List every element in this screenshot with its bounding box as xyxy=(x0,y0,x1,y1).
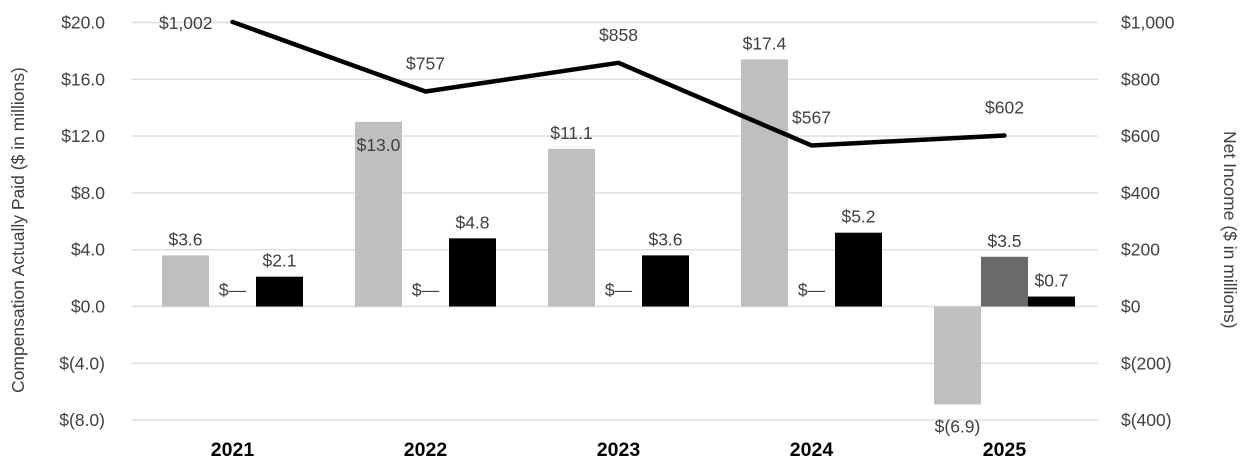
bar-series-dark-gray-label: $— xyxy=(605,280,633,300)
bar-series-dark-gray-label: $3.5 xyxy=(987,231,1021,251)
left-tick-label: $8.0 xyxy=(71,183,105,203)
line-label: $567 xyxy=(792,107,831,127)
line-label: $757 xyxy=(406,54,445,74)
right-tick-label: $600 xyxy=(1121,126,1160,146)
right-tick-label: $(200) xyxy=(1121,353,1172,373)
right-tick-label: $400 xyxy=(1121,183,1160,203)
bar-series-black-label: $0.7 xyxy=(1034,271,1068,291)
bar-series-black-bar xyxy=(1028,296,1075,307)
bar-series-black-label: $3.6 xyxy=(648,229,682,249)
left-tick-label: $20.0 xyxy=(61,13,105,33)
left-tick-label: $12.0 xyxy=(61,126,105,146)
bar-series-light-gray-label: $17.4 xyxy=(743,33,787,53)
bar-series-light-gray-label: $11.1 xyxy=(550,123,593,143)
bar-series-dark-gray-label: $— xyxy=(412,280,440,300)
year-label: 2023 xyxy=(597,439,641,460)
bar-series-black-bar xyxy=(256,276,303,307)
year-label: 2022 xyxy=(404,439,448,460)
left-tick-label: $0.0 xyxy=(71,297,105,317)
bar-series-light-gray-bar xyxy=(162,255,209,307)
line-label: $858 xyxy=(599,25,638,45)
bar-series-light-gray-label: $(6.9) xyxy=(935,416,981,436)
bar-series-dark-gray-label: $— xyxy=(219,280,247,300)
right-tick-label: $0 xyxy=(1121,297,1141,317)
right-tick-label: $200 xyxy=(1121,240,1160,260)
bar-series-black-bar xyxy=(642,255,689,307)
bar-series-light-gray-bar xyxy=(548,148,595,307)
left-tick-label: $(4.0) xyxy=(59,353,105,373)
net-income-line xyxy=(230,19,1007,148)
line-label: $602 xyxy=(985,98,1024,118)
left-tick-label: $16.0 xyxy=(61,69,105,89)
bar-series-light-gray-bar xyxy=(355,121,402,307)
bar-series-black-label: $4.8 xyxy=(455,212,489,232)
right-tick-label: $1,000 xyxy=(1121,13,1175,33)
right-axis-title: Net Income ($ in millions) xyxy=(1220,131,1240,329)
bar-series-black-label: $2.1 xyxy=(262,251,296,271)
right-tick-label: $(400) xyxy=(1121,410,1172,430)
line-label: $1,002 xyxy=(159,13,213,33)
bar-series-dark-gray-label: $— xyxy=(798,280,826,300)
left-tick-label: $(8.0) xyxy=(59,410,105,430)
bar-series-light-gray-label: $3.6 xyxy=(168,229,202,249)
year-label: 2024 xyxy=(790,439,834,460)
bar-series-black-bar xyxy=(835,232,882,307)
bar-series-black-bar xyxy=(449,238,496,307)
right-tick-label: $800 xyxy=(1121,69,1160,89)
year-label: 2025 xyxy=(983,439,1027,460)
bar-series-dark-gray-bar xyxy=(981,256,1028,307)
bar-series-light-gray-label: $13.0 xyxy=(357,135,401,155)
year-label: 2021 xyxy=(211,439,255,460)
bar-series-light-gray-bar xyxy=(934,306,981,405)
left-tick-label: $4.0 xyxy=(71,240,105,260)
bar-series-light-gray-bar xyxy=(741,59,788,307)
bar-series-black-label: $5.2 xyxy=(841,207,875,227)
